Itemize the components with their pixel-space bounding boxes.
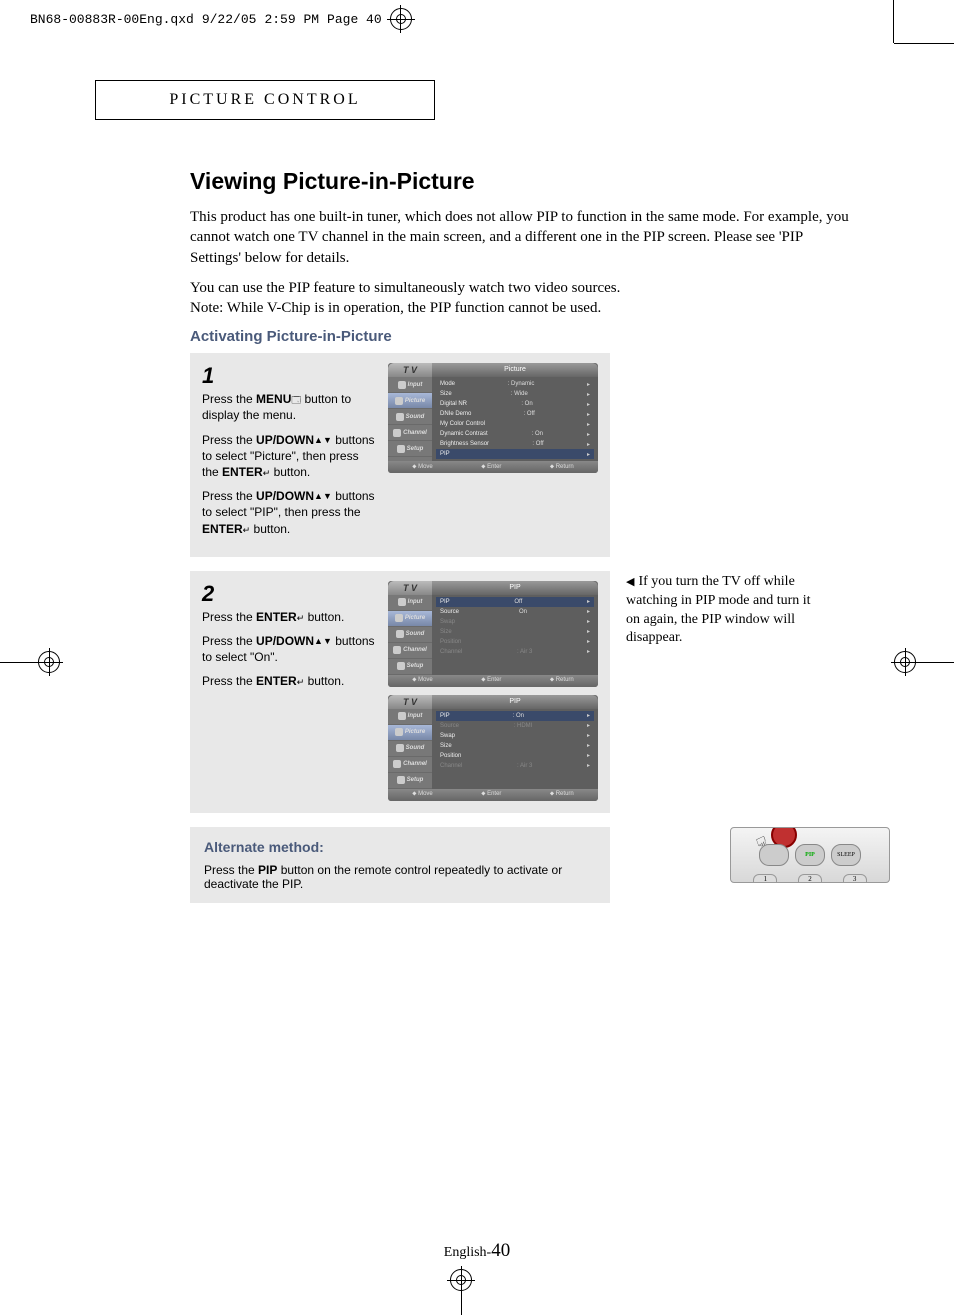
menu-row: Swap▸ <box>436 731 594 741</box>
menu-row: PIP▸ <box>436 449 594 459</box>
crop-mark-left <box>0 651 60 673</box>
remote-blank-button <box>759 844 789 866</box>
alternate-text: Press the PIP button on the remote contr… <box>204 863 596 891</box>
menu-row: PIP: On▸ <box>436 711 594 721</box>
footer-lang: English- <box>444 1245 491 1260</box>
menu-row: Mode: Dynamic▸ <box>436 379 594 389</box>
print-date: 9/22/05 <box>202 12 257 27</box>
intro-line-2: You can use the PIP feature to simultane… <box>190 280 620 296</box>
crop-mark <box>893 0 894 43</box>
print-file: BN68-00883R-00Eng.qxd <box>30 12 194 27</box>
step-2-box: 2 Press the ENTER↵ button. Press the UP/… <box>190 571 610 813</box>
menu-row: Swap▸ <box>436 617 594 627</box>
page-heading: Viewing Picture-in-Picture <box>190 168 855 195</box>
triangle-icon: ◀ <box>626 576 634 588</box>
menu-side-item: Sound <box>388 627 432 643</box>
menu-side-item: Channel <box>388 643 432 659</box>
sub-heading: Activating Picture-in-Picture <box>190 328 855 345</box>
menu-side-item: Setup <box>388 441 432 457</box>
menu-row: Channel: Air 3▸ <box>436 647 594 657</box>
footer-page-number: 40 <box>491 1240 510 1261</box>
step-1-number: 1 <box>202 363 378 389</box>
menu-side-item: Setup <box>388 659 432 675</box>
menu-row: Size▸ <box>436 627 594 637</box>
crop-mark-right <box>894 651 954 673</box>
step-1-p2: Press the UP/DOWN▲▼ buttons to select "P… <box>202 432 378 481</box>
print-page: Page 40 <box>327 12 382 27</box>
step-2-p3: Press the ENTER↵ button. <box>202 673 378 689</box>
menu-side-item: Picture <box>388 725 432 741</box>
step-2-p1: Press the ENTER↵ button. <box>202 609 378 625</box>
menu-side-item: Setup <box>388 773 432 789</box>
menu-row: Brightness Sensor: Off▸ <box>436 439 594 449</box>
menu-side-item: Picture <box>388 611 432 627</box>
menu-row: Dynamic Contrast: On▸ <box>436 429 594 439</box>
step-1-p3: Press the UP/DOWN▲▼ buttons to select "P… <box>202 488 378 537</box>
step-2-number: 2 <box>202 581 378 607</box>
intro-paragraph-2: You can use the PIP feature to simultane… <box>190 278 855 319</box>
menu-row: Size: Wide▸ <box>436 389 594 399</box>
section-title-box: PICTURE CONTROL <box>95 80 435 120</box>
osd-menu-2a: T VPIP InputPictureSoundChannelSetup PIP… <box>388 581 598 687</box>
menu-side-item: Sound <box>388 741 432 757</box>
print-time: 2:59 PM <box>264 12 319 27</box>
menu-row: Position▸ <box>436 751 594 761</box>
menu-side-item: Channel <box>388 425 432 441</box>
menu-row: SourceOn▸ <box>436 607 594 617</box>
section-title: PICTURE CONTROL <box>169 91 360 108</box>
remote-control-image: ☟ PIP SLEEP 1 2 3 <box>730 827 890 883</box>
menu-side-item: Input <box>388 709 432 725</box>
step-2-p2: Press the UP/DOWN▲▼ buttons to select "O… <box>202 633 378 665</box>
menu-side-item: Sound <box>388 409 432 425</box>
registration-mark-icon <box>390 8 412 30</box>
menu-row: My Color Control▸ <box>436 419 594 429</box>
menu-row: Size▸ <box>436 741 594 751</box>
menu-row: PIPOff▸ <box>436 597 594 607</box>
menu-side-item: Input <box>388 377 432 393</box>
page-footer: English-40 <box>0 1240 954 1262</box>
osd-menu-1: T VPicture InputPictureSoundChannelSetup… <box>388 363 598 473</box>
remote-sleep-button: SLEEP <box>831 844 861 866</box>
crop-mark-bottom <box>450 1269 472 1315</box>
crop-mark <box>894 43 954 44</box>
remote-num-2: 2 <box>798 874 822 883</box>
remote-num-3: 3 <box>843 874 867 883</box>
menu-side-item: Channel <box>388 757 432 773</box>
menu-row: Position▸ <box>436 637 594 647</box>
alternate-method-box: Alternate method: Press the PIP button o… <box>190 827 610 903</box>
intro-line-3: Note: While V-Chip is in operation, the … <box>190 300 601 316</box>
step-1-box: 1 Press the MENU🗔 button to display the … <box>190 353 610 557</box>
menu-row: Digital NR: On▸ <box>436 399 594 409</box>
intro-paragraph-1: This product has one built-in tuner, whi… <box>190 207 855 268</box>
step-1-p1: Press the MENU🗔 button to display the me… <box>202 391 378 423</box>
menu-side-item: Input <box>388 595 432 611</box>
remote-pip-button: PIP <box>795 844 825 866</box>
print-header: BN68-00883R-00Eng.qxd 9/22/05 2:59 PM Pa… <box>30 8 412 30</box>
side-note: ◀If you turn the TV off while watching i… <box>626 573 826 649</box>
remote-num-1: 1 <box>753 874 777 883</box>
menu-row: Source: HDMI▸ <box>436 721 594 731</box>
osd-menu-2b: T VPIP InputPictureSoundChannelSetup PIP… <box>388 695 598 801</box>
menu-row: Channel: Air 3▸ <box>436 761 594 771</box>
alternate-title: Alternate method: <box>204 839 596 855</box>
menu-side-item: Picture <box>388 393 432 409</box>
menu-row: DNIe Demo: Off▸ <box>436 409 594 419</box>
